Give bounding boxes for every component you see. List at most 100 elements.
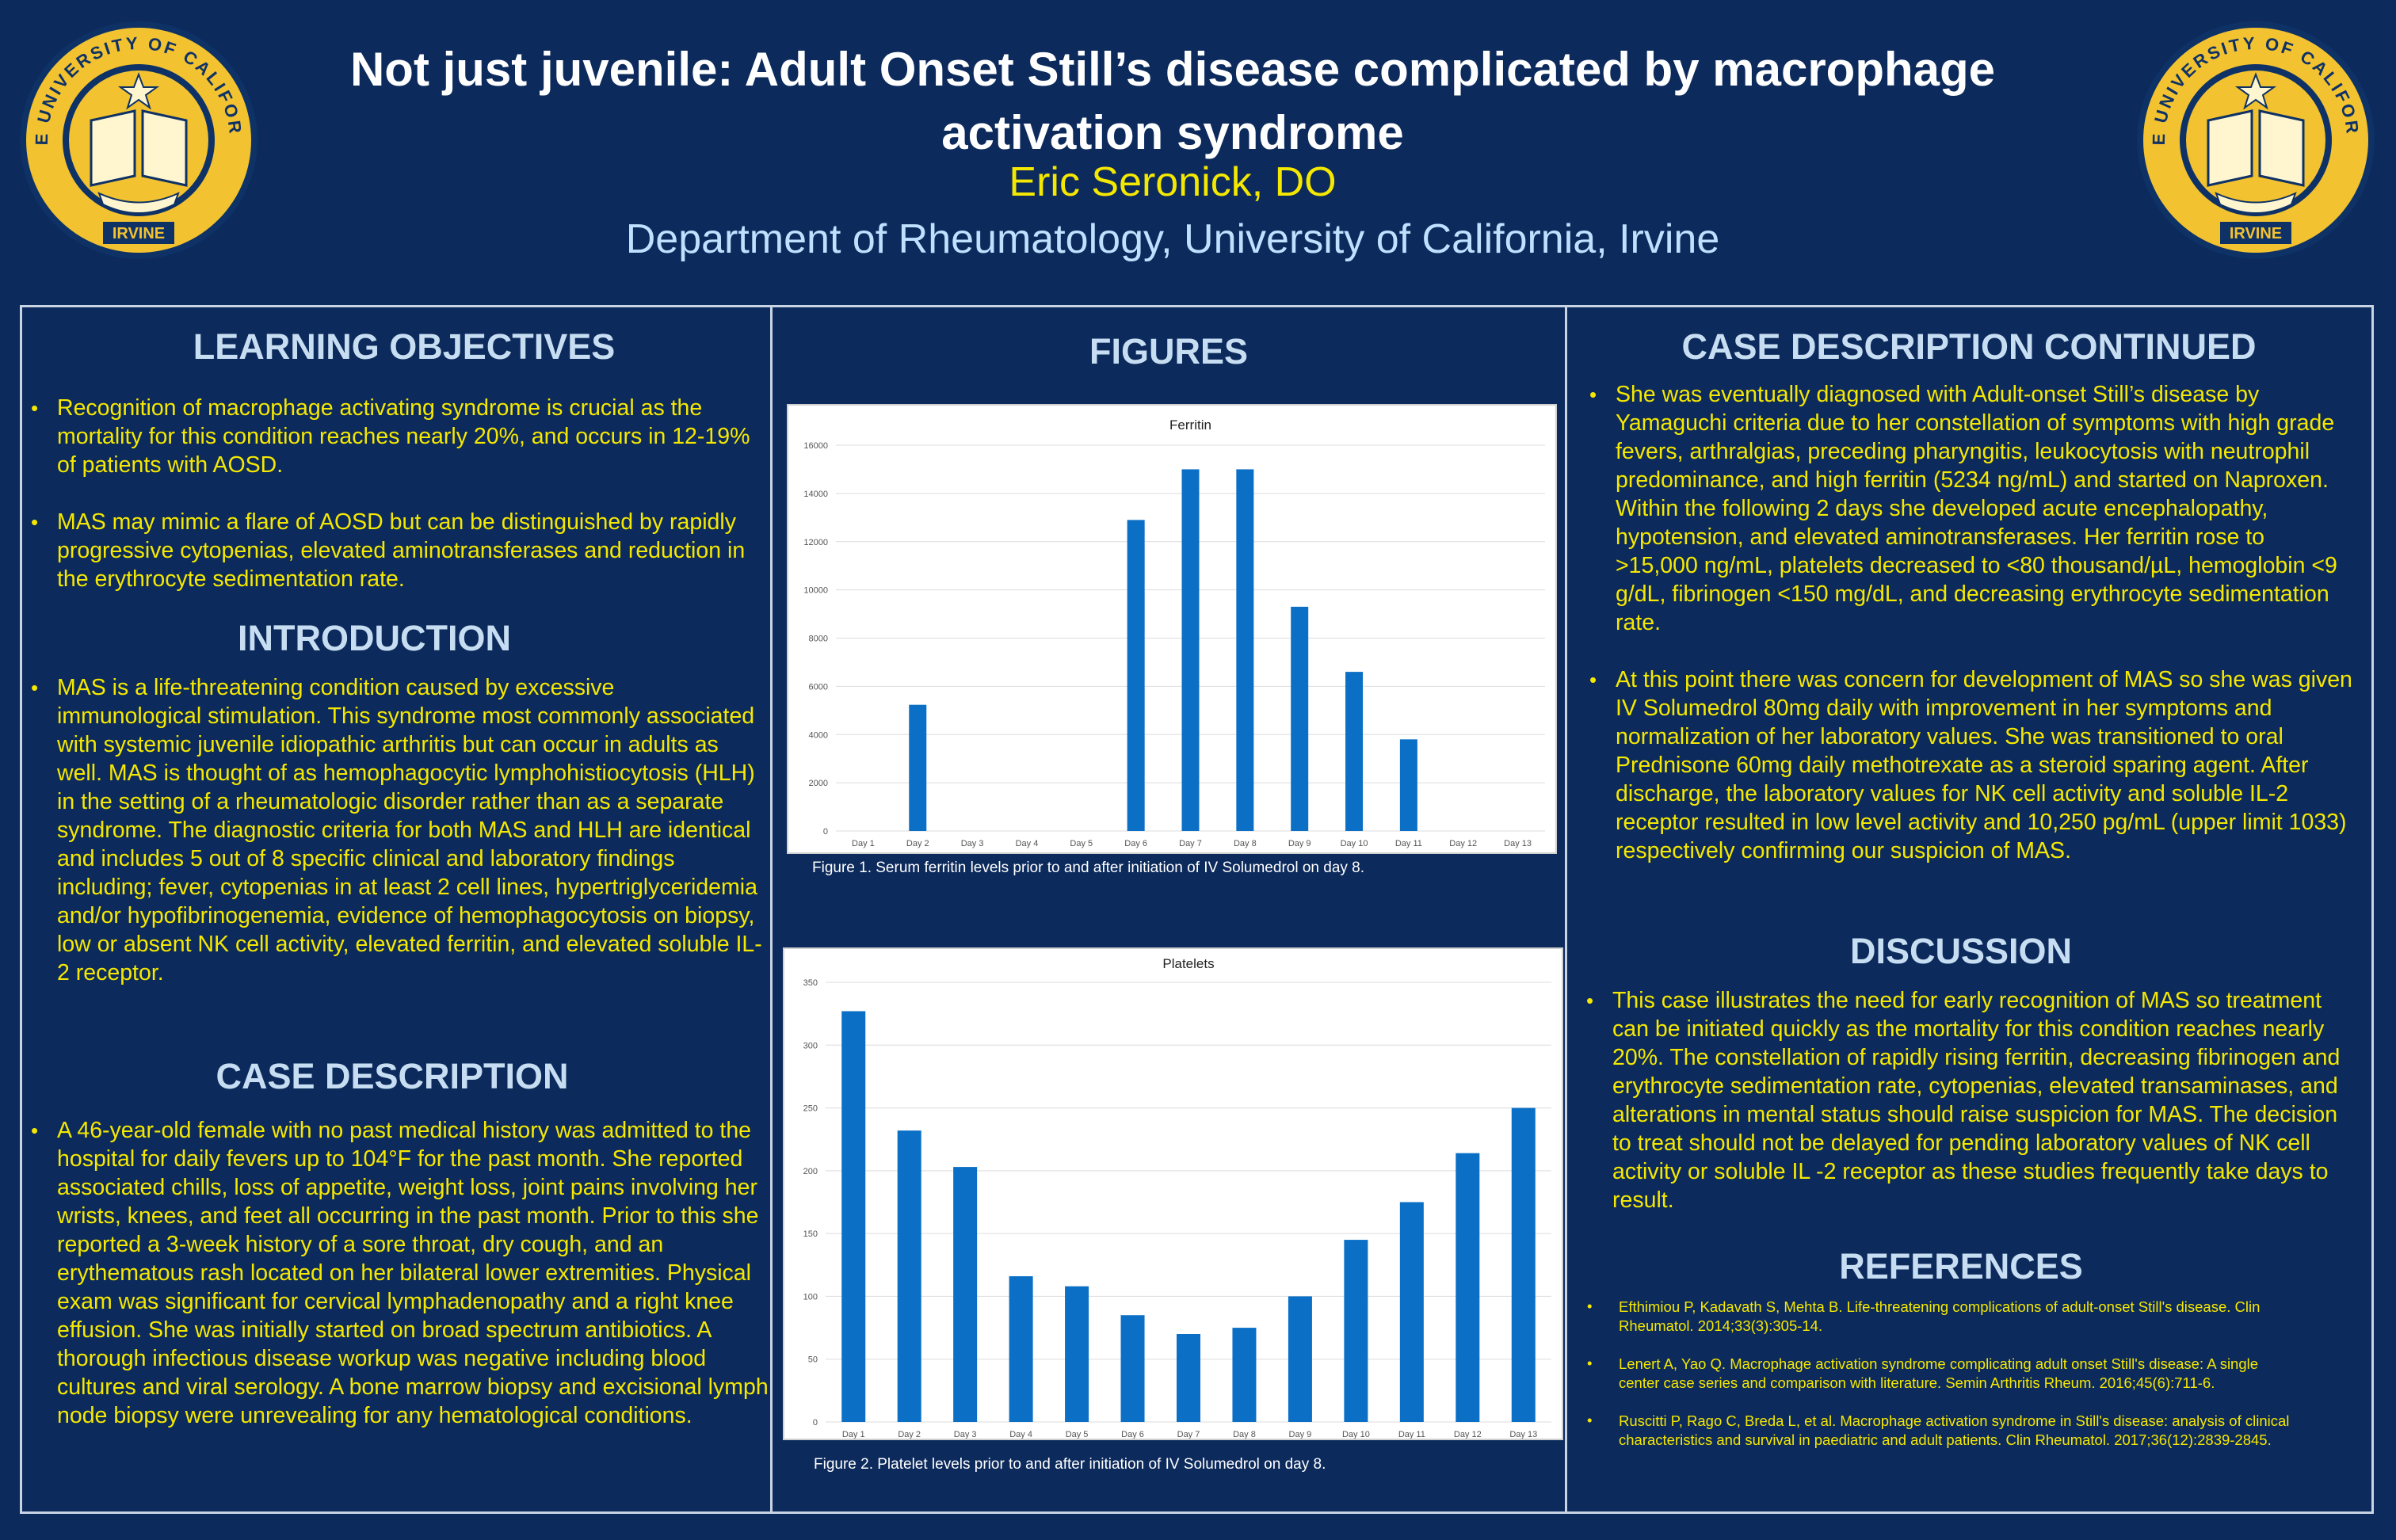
x-tick-label: Day 12 — [1449, 839, 1477, 848]
reference-item: Lenert A, Yao Q. Macrophage activation s… — [1587, 1354, 2300, 1393]
column-divider-2 — [1565, 307, 1567, 1511]
x-tick-label: Day 9 — [1288, 839, 1311, 848]
figure-2-caption: Figure 2. Platelet levels prior to and a… — [814, 1456, 1326, 1473]
x-tick-label: Day 8 — [1233, 1430, 1256, 1439]
y-tick-label: 150 — [803, 1229, 818, 1239]
y-tick-label: 14000 — [803, 490, 828, 499]
y-tick-label: 8000 — [809, 635, 828, 644]
x-tick-label: Day 10 — [1341, 839, 1368, 848]
x-tick-label: Day 4 — [1009, 1430, 1032, 1439]
bar — [1181, 469, 1200, 831]
x-tick-label: Day 4 — [1016, 839, 1039, 848]
x-tick-label: Day 1 — [852, 839, 875, 848]
uc-irvine-seal-left: THE UNIVERSITY OF CALIFORNIA IRVINE — [16, 17, 258, 259]
bar — [1345, 672, 1364, 831]
bar — [1127, 520, 1145, 831]
x-tick-label: Day 13 — [1509, 1430, 1537, 1439]
bar — [1399, 1202, 1424, 1422]
list-item: Recognition of macrophage activating syn… — [31, 394, 754, 479]
x-tick-label: Day 13 — [1504, 839, 1532, 848]
platelets-chart: 0 50 100 150 200 250 300 350 Platelets Day 1 Day 2… — [803, 956, 1551, 1439]
y-tick-label: 0 — [813, 1418, 818, 1428]
x-tick-label: Day 7 — [1177, 1430, 1200, 1439]
bar — [1236, 469, 1254, 831]
discussion-list: This case illustrates the need for early… — [1586, 986, 2349, 1214]
y-tick-label: 2000 — [809, 779, 828, 788]
poster-title: Not just juvenile: Adult Onset Still’s d… — [261, 38, 2084, 165]
y-tick-label: 4000 — [809, 730, 828, 740]
bar — [1456, 1153, 1480, 1422]
uc-irvine-seal-right: THE UNIVERSITY OF CALIFORNIA IRVINE — [2133, 17, 2375, 259]
y-tick-label: 50 — [808, 1355, 818, 1365]
svg-text:IRVINE: IRVINE — [2230, 225, 2282, 242]
y-tick-label: 0 — [823, 827, 828, 837]
x-tick-label: Day 11 — [1398, 1430, 1425, 1439]
learning-objectives-list: Recognition of macrophage activating syn… — [31, 394, 754, 593]
discussion-heading: DISCUSSION — [1849, 931, 2073, 971]
y-tick-label: 16000 — [803, 441, 828, 451]
bar — [1120, 1315, 1145, 1422]
x-tick-label: Day 1 — [842, 1430, 865, 1439]
y-tick-label: 6000 — [809, 682, 828, 692]
case-description-list: A 46-year-old female with no past medica… — [31, 1116, 774, 1430]
introduction-list: MAS is a life-threatening condition caus… — [31, 673, 762, 987]
chart-title: Platelets — [1162, 956, 1214, 971]
case-continued-heading: CASE DESCRIPTION CONTINUED — [1681, 326, 2257, 367]
bar — [897, 1130, 921, 1422]
y-tick-label: 200 — [803, 1167, 818, 1176]
chart-title: Ferritin — [1169, 417, 1211, 433]
case-continued-list: She was eventually diagnosed with Adult-… — [1589, 380, 2352, 865]
list-item: This case illustrates the need for early… — [1586, 986, 2349, 1214]
list-item: At this point there was concern for deve… — [1589, 665, 2352, 865]
y-tick-label: 100 — [803, 1292, 818, 1302]
bar — [909, 704, 927, 831]
department: Department of Rheumatology, University o… — [625, 216, 1720, 262]
x-tick-label: Day 12 — [1454, 1430, 1482, 1439]
list-item: A 46-year-old female with no past medica… — [31, 1116, 774, 1430]
bar — [841, 1011, 866, 1422]
author: Eric Seronick, DO — [1009, 159, 1337, 205]
x-tick-label: Day 2 — [898, 1430, 921, 1439]
y-tick-label: 12000 — [803, 538, 828, 547]
y-tick-label: 250 — [803, 1104, 818, 1114]
bar — [953, 1167, 978, 1422]
figure-1-caption: Figure 1. Serum ferritin levels prior to… — [812, 860, 1365, 876]
ferritin-chart-panel: 0 2000 4000 6000 8000 10000 12000 14000 16000 Fer… — [787, 404, 1557, 854]
x-tick-label: Day 3 — [954, 1430, 977, 1439]
x-tick-label: Day 5 — [1066, 1430, 1089, 1439]
references-list: Efthimiou P, Kadavath S, Mehta B. Life-t… — [1587, 1297, 2300, 1450]
x-tick-label: Day 11 — [1395, 839, 1422, 848]
content-frame — [20, 305, 2374, 1514]
bar — [1511, 1107, 1536, 1422]
bar — [1288, 1296, 1312, 1422]
x-tick-label: Day 3 — [961, 839, 984, 848]
introduction-heading: INTRODUCTION — [238, 618, 511, 658]
bar — [1399, 739, 1417, 831]
column-divider-1 — [770, 307, 773, 1511]
x-tick-label: Day 7 — [1179, 839, 1202, 848]
x-tick-label: Day 2 — [906, 839, 929, 848]
x-tick-label: Day 6 — [1124, 839, 1147, 848]
title-line-2: activation syndrome — [941, 106, 1404, 159]
learning-objectives-heading: LEARNING OBJECTIVES — [193, 326, 616, 367]
list-item: MAS may mimic a flare of AOSD but can be… — [31, 508, 754, 593]
reference-item: Ruscitti P, Rago C, Breda L, et al. Macr… — [1587, 1411, 2300, 1450]
svg-text:IRVINE: IRVINE — [113, 225, 165, 242]
reference-item: Efthimiou P, Kadavath S, Mehta B. Life-t… — [1587, 1297, 2300, 1336]
bar — [1009, 1276, 1033, 1422]
bar — [1291, 606, 1309, 831]
figures-heading: FIGURES — [1089, 331, 1249, 372]
x-tick-label: Day 10 — [1342, 1430, 1370, 1439]
list-item: MAS is a life-threatening condition caus… — [31, 673, 762, 987]
y-tick-label: 300 — [803, 1041, 818, 1050]
bar — [1065, 1286, 1089, 1422]
x-tick-label: Day 9 — [1289, 1430, 1312, 1439]
platelets-chart-panel: 0 50 100 150 200 250 300 350 Platelets Day 1 Day 2… — [783, 947, 1563, 1440]
title-line-1: Not just juvenile: Adult Onset Still’s d… — [349, 43, 1996, 96]
references-heading: REFERENCES — [1839, 1246, 2083, 1287]
bar — [1344, 1240, 1368, 1422]
ferritin-chart: 0 2000 4000 6000 8000 10000 12000 14000 16000 Fer… — [803, 417, 1545, 848]
x-tick-label: Day 6 — [1121, 1430, 1144, 1439]
bar — [1177, 1334, 1200, 1422]
x-tick-label: Day 5 — [1070, 839, 1093, 848]
